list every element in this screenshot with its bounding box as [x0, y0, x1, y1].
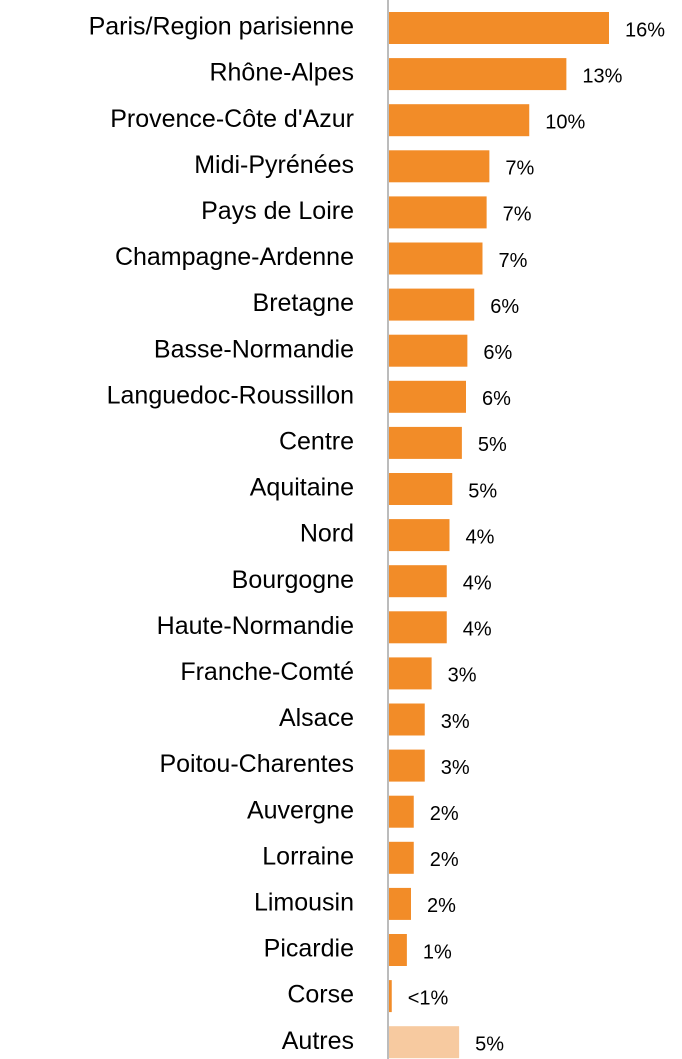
category-label: Haute-Normandie	[157, 612, 354, 640]
bar	[389, 104, 530, 137]
value-label: 13%	[582, 65, 622, 87]
value-label: 6%	[490, 296, 519, 318]
category-label: Lorraine	[262, 842, 354, 870]
category-label: Midi-Pyrénées	[194, 151, 354, 179]
category-label: Franche-Comté	[180, 658, 354, 686]
value-label: 3%	[448, 665, 477, 687]
category-label: Autres	[282, 1027, 354, 1055]
value-label: 1%	[423, 941, 452, 963]
bar	[389, 795, 414, 828]
category-label: Alsace	[279, 704, 354, 732]
value-label: 7%	[503, 204, 532, 226]
value-label: 2%	[430, 803, 459, 825]
bar	[389, 380, 466, 413]
bar	[389, 657, 432, 690]
bar	[389, 934, 407, 966]
bar	[389, 749, 425, 782]
category-label: Bourgogne	[232, 566, 354, 594]
category-label: Paris/Region parisienne	[89, 13, 354, 41]
bar	[389, 426, 462, 459]
bar	[389, 12, 609, 44]
bar	[389, 611, 447, 644]
bar	[389, 58, 567, 91]
category-label: Pays de Loire	[201, 197, 354, 225]
category-label: Corse	[287, 981, 354, 1009]
value-label: 4%	[463, 619, 492, 641]
value-label: 5%	[468, 480, 497, 502]
category-label: Nord	[300, 520, 354, 548]
value-label: 10%	[545, 111, 585, 133]
value-label: 4%	[463, 572, 492, 594]
bar	[389, 288, 475, 321]
category-label: Auvergne	[247, 796, 354, 824]
category-label: Languedoc-Roussillon	[107, 381, 354, 409]
value-label: 5%	[475, 1033, 504, 1055]
category-label: Champagne-Ardenne	[115, 243, 354, 271]
category-label: Provence-Côte d'Azur	[110, 105, 354, 133]
bar	[389, 242, 483, 275]
category-label: Poitou-Charentes	[159, 750, 354, 778]
bar	[389, 841, 414, 874]
value-label: 2%	[430, 849, 459, 871]
value-label: 7%	[499, 250, 528, 272]
value-label: 6%	[482, 388, 511, 410]
category-label: Limousin	[254, 889, 354, 917]
category-label: Centre	[279, 428, 354, 456]
value-label: 6%	[483, 342, 512, 364]
value-label: 7%	[505, 158, 534, 180]
value-label: <1%	[408, 987, 449, 1009]
bar	[389, 565, 447, 598]
bar	[389, 887, 411, 920]
value-label: 16%	[625, 19, 665, 41]
category-label: Aquitaine	[250, 474, 354, 502]
category-label: Bretagne	[253, 289, 354, 317]
value-label: 5%	[478, 434, 507, 456]
bar	[389, 473, 453, 505]
category-label: Rhône-Alpes	[209, 59, 354, 87]
bar	[389, 519, 450, 552]
bar	[389, 980, 392, 1013]
bar	[389, 334, 468, 367]
bar	[389, 150, 490, 183]
value-label: 3%	[441, 711, 470, 733]
category-label: Picardie	[264, 935, 354, 963]
value-label: 3%	[441, 757, 470, 779]
category-label: Basse-Normandie	[154, 335, 354, 363]
value-label: 2%	[427, 895, 456, 917]
bar	[389, 703, 425, 736]
bar	[389, 1026, 460, 1059]
value-label: 4%	[466, 526, 495, 548]
bar	[389, 196, 487, 229]
